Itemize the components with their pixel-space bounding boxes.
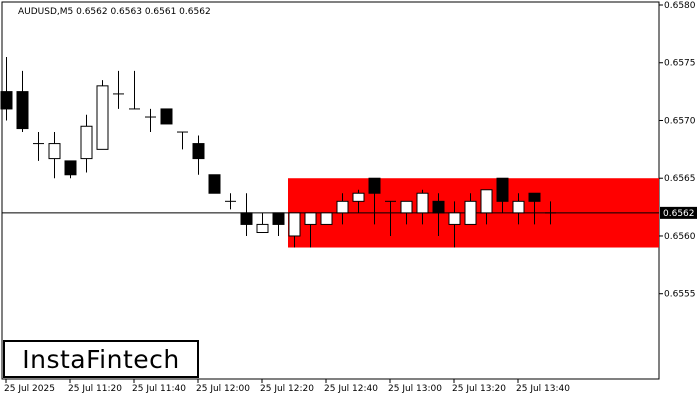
candle-body-bullish bbox=[288, 212, 301, 237]
candle-body-bearish bbox=[240, 212, 253, 225]
x-tick-label: 25 Jul 11:20 bbox=[68, 384, 122, 394]
y-tick-label: 0.6555 bbox=[664, 290, 696, 300]
candle-body-bullish bbox=[304, 212, 317, 225]
x-tick-label: 25 Jul 11:40 bbox=[132, 384, 186, 394]
symbol-ohlc-header: AUDUSD,M5 0.6562 0.6563 0.6561 0.6562 bbox=[18, 7, 211, 17]
candle-body-bearish bbox=[496, 177, 509, 202]
y-tick-label: 0.6580 bbox=[664, 1, 696, 11]
brand-logo: InstaFintech bbox=[3, 340, 199, 378]
candle-body-bullish bbox=[400, 200, 413, 214]
current-price-label: 0.6562 bbox=[663, 209, 695, 219]
candle-body-bullish bbox=[464, 200, 477, 225]
candle-body-bullish bbox=[80, 125, 93, 160]
y-tick-label: 0.6565 bbox=[664, 174, 696, 184]
candle-body-bearish bbox=[528, 192, 541, 202]
y-axis: 0.6580 0.6575 0.6570 0.6565 0.6560 0.6555 bbox=[659, 1, 696, 300]
candle-body-bullish bbox=[352, 192, 365, 202]
x-tick-label: 25 Jul 12:40 bbox=[324, 384, 378, 394]
x-tick-label: 25 Jul 13:20 bbox=[452, 384, 506, 394]
candle-body-bearish bbox=[192, 143, 205, 160]
x-axis: 25 Jul 2025 25 Jul 11:20 25 Jul 11:40 25 Ju… bbox=[4, 379, 570, 394]
candle-body-bearish bbox=[64, 160, 77, 176]
candle-body-bearish bbox=[16, 91, 29, 130]
candle-body-bearish bbox=[272, 212, 285, 225]
candle-body-bullish bbox=[320, 212, 333, 225]
candle-body-bearish bbox=[432, 200, 445, 214]
x-tick-label: 25 Jul 13:00 bbox=[388, 384, 442, 394]
x-tick-label: 25 Jul 12:20 bbox=[260, 384, 314, 394]
candle-body-bearish bbox=[208, 174, 221, 194]
candles-group bbox=[0, 56, 556, 248]
candle-body-bullish bbox=[96, 85, 109, 150]
x-tick-label: 25 Jul 13:40 bbox=[516, 384, 570, 394]
brand-logo-text: InstaFintech bbox=[22, 344, 180, 374]
y-tick-label: 0.6560 bbox=[664, 232, 696, 242]
x-tick-label: 25 Jul 2025 bbox=[4, 384, 55, 394]
candle-body-bullish bbox=[480, 189, 493, 214]
candle-body-bullish bbox=[256, 223, 269, 234]
candle-body-bullish bbox=[512, 200, 525, 214]
candle-body-bullish bbox=[416, 192, 429, 214]
y-tick-label: 0.6575 bbox=[664, 59, 696, 69]
candle-body-bullish bbox=[48, 143, 61, 160]
candle-body-bearish bbox=[160, 108, 173, 125]
candle-body-bearish bbox=[368, 177, 381, 194]
x-tick-label: 25 Jul 12:00 bbox=[196, 384, 250, 394]
candle-body-bearish bbox=[0, 91, 13, 110]
y-tick-label: 0.6570 bbox=[664, 116, 696, 126]
candle-body-bullish bbox=[448, 212, 461, 225]
current-price-tag bbox=[660, 206, 697, 219]
candle-body-bullish bbox=[336, 200, 349, 214]
